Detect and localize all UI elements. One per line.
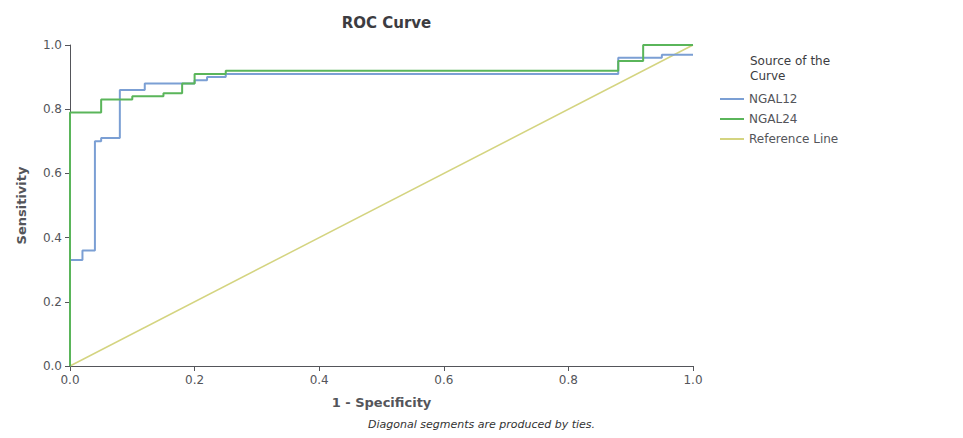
svg-text:1.0: 1.0 [683, 373, 702, 387]
svg-text:0.8: 0.8 [559, 373, 578, 387]
svg-text:1 - Specificity: 1 - Specificity [332, 395, 432, 410]
svg-text:0.4: 0.4 [43, 231, 62, 245]
svg-text:0.0: 0.0 [43, 359, 62, 373]
svg-text:0.6: 0.6 [43, 166, 62, 180]
svg-text:0.6: 0.6 [434, 373, 453, 387]
svg-text:Curve: Curve [750, 69, 785, 83]
svg-text:0.2: 0.2 [185, 373, 204, 387]
svg-text:ROC Curve: ROC Curve [342, 14, 432, 32]
svg-text:0.4: 0.4 [310, 373, 329, 387]
svg-text:Diagonal segments are produced: Diagonal segments are produced by ties. [368, 418, 595, 431]
svg-text:0.8: 0.8 [43, 102, 62, 116]
svg-text:Sensitivity: Sensitivity [14, 166, 29, 244]
svg-text:0.2: 0.2 [43, 295, 62, 309]
svg-text:0.0: 0.0 [60, 373, 79, 387]
svg-text:1.0: 1.0 [43, 38, 62, 52]
svg-text:Reference Line: Reference Line [749, 132, 838, 146]
svg-text:NGAL12: NGAL12 [749, 92, 797, 106]
svg-text:Source of the: Source of the [750, 54, 830, 68]
svg-text:NGAL24: NGAL24 [749, 112, 797, 126]
